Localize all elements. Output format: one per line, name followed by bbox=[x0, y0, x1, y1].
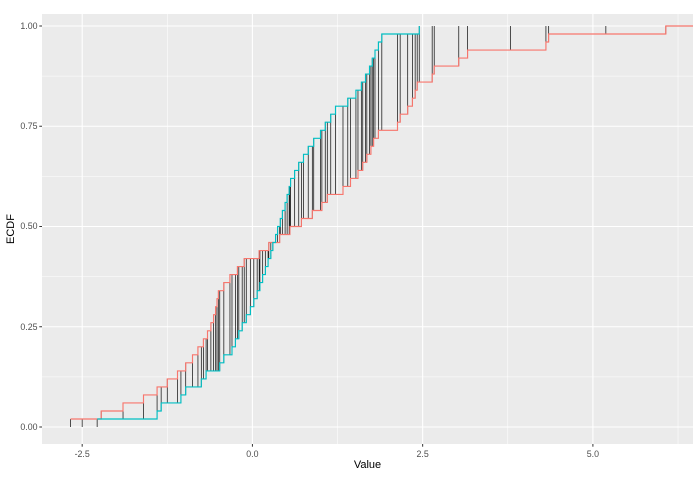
y-axis-tick-label-0.75: 0.75 bbox=[20, 121, 38, 132]
x-axis-title: Value bbox=[353, 459, 382, 471]
y-axis-tick-label-1.00: 1.00 bbox=[20, 20, 38, 31]
y-axis-tick-label-0.50: 0.50 bbox=[20, 221, 38, 232]
x-axis-tick-label--2.5: -2.5 bbox=[74, 448, 90, 459]
y-axis-tick-label-0.00: 0.00 bbox=[20, 421, 38, 432]
x-axis-tick-label-5.0: 5.0 bbox=[586, 448, 600, 459]
x-axis-tick-label-0.0: 0.0 bbox=[246, 448, 259, 459]
y-axis-tick-label-0.25: 0.25 bbox=[20, 321, 38, 332]
x-axis-tick-label-2.5: 2.5 bbox=[416, 448, 429, 459]
y-axis-title: ECDF bbox=[5, 214, 17, 244]
